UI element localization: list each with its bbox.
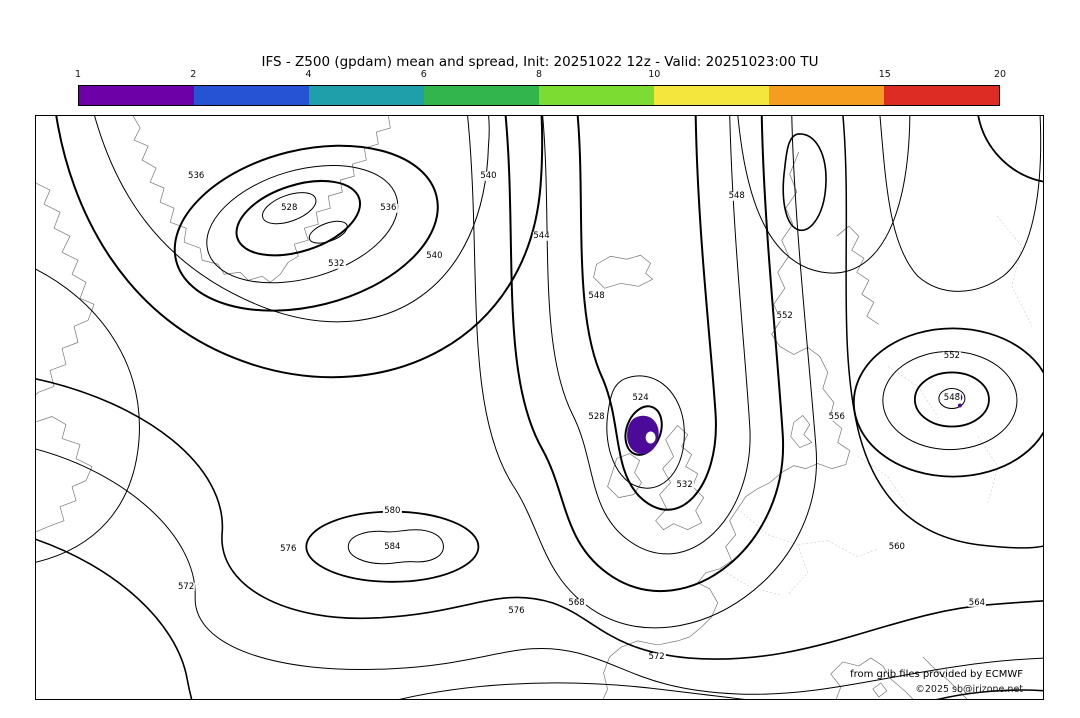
contour-line: [467, 116, 817, 629]
colorbar-tick-label: 2: [190, 69, 197, 80]
spread-area-main-notch: [645, 431, 656, 444]
border-line: [977, 436, 999, 503]
map-canvas: [36, 116, 1043, 699]
contour-line: [938, 387, 966, 410]
contour-line: [542, 116, 751, 555]
border-line: [737, 508, 828, 546]
colorbar-tick-label: 1: [74, 69, 82, 80]
spread-area-secondary: [953, 392, 963, 402]
contour-line: [842, 116, 1043, 549]
border-line: [996, 215, 1033, 327]
colorbar-tick-label: 8: [535, 69, 543, 80]
border-line: [719, 568, 780, 596]
contour-line: [235, 180, 362, 257]
spread-area-secondary-dot: [957, 403, 962, 408]
contour-line: [399, 682, 746, 699]
contour-line: [852, 327, 1043, 478]
contour-line: [36, 538, 193, 699]
coastline-adriatic: [922, 656, 968, 699]
contour-line: [624, 405, 663, 456]
contour-line: [206, 165, 399, 284]
contour-line: [782, 133, 827, 232]
coastline-greenland: [132, 116, 391, 283]
coastline-corsica: [872, 682, 888, 698]
colorbar-tick-label: 20: [993, 69, 1007, 80]
colorbar-segment: [654, 86, 769, 105]
coastlines-layer: [36, 116, 968, 699]
colorbar-segment: [769, 86, 884, 105]
colorbar-segment: [194, 86, 309, 105]
colorbar-tick-label: 6: [420, 69, 427, 80]
contour-line: [879, 116, 1042, 292]
colorbar-segment: [539, 86, 654, 105]
colorbar-tick-label: 10: [648, 69, 661, 80]
contours-layer: [36, 116, 1043, 699]
colorbar-segment: [79, 86, 194, 105]
border-line: [787, 544, 809, 596]
coastline-labrador: [36, 416, 93, 533]
coastline-europe-west: [602, 463, 846, 699]
map-frame: 536 528 532 536 540 540 544 548 548 552 556 524 528 5…: [35, 115, 1044, 700]
coastline-baffin: [36, 182, 95, 395]
coastline-mediterranean: [830, 657, 914, 699]
border-line: [827, 540, 878, 558]
contour-line: [347, 529, 444, 565]
border-line: [887, 366, 939, 417]
contour-line: [55, 116, 544, 379]
coastline-denmark: [790, 415, 813, 448]
colorbar-segment: [424, 86, 539, 105]
credit-ecmwf: from grib files provided by ECMWF: [850, 669, 1023, 680]
chart-title: IFS - Z500 (gpdam) mean and spread, Init…: [261, 54, 819, 70]
contour-line: [606, 375, 685, 489]
colorbar: [78, 85, 1000, 106]
contour-line: [737, 116, 911, 274]
spread-area-main: [627, 415, 659, 455]
contour-line: [262, 192, 317, 225]
borders-layer: [719, 215, 1033, 596]
contour-line: [94, 116, 490, 323]
coastline-iceland: [593, 254, 653, 289]
colorbar-ticks: 1 2 4 6 8 10 15 20: [74, 69, 1006, 81]
contour-line: [504, 116, 784, 593]
colorbar-tick-label: 4: [305, 69, 312, 80]
coastline-ireland: [607, 453, 642, 499]
contour-line: [36, 378, 1043, 660]
border-line: [857, 456, 909, 507]
credits: from grib files provided by ECMWF ©2025 …: [850, 669, 1023, 695]
contour-line: [977, 116, 1043, 183]
contour-line: [913, 371, 990, 428]
coastline-britain: [655, 425, 705, 531]
colorbar-tick-label: 15: [878, 69, 891, 80]
contour-line: [882, 350, 1018, 451]
contour-line: [305, 510, 480, 583]
credit-copyright: ©2025 sb@irizone.net: [915, 684, 1023, 695]
contour-line: [576, 116, 717, 511]
colorbar-segment: [309, 86, 424, 105]
contour-line: [173, 144, 439, 312]
contour-line: [36, 448, 1043, 695]
colorbar-segment: [884, 86, 999, 105]
contour-line: [36, 268, 140, 563]
contour-line: [936, 689, 1043, 699]
coastline-baltic: [836, 225, 880, 325]
